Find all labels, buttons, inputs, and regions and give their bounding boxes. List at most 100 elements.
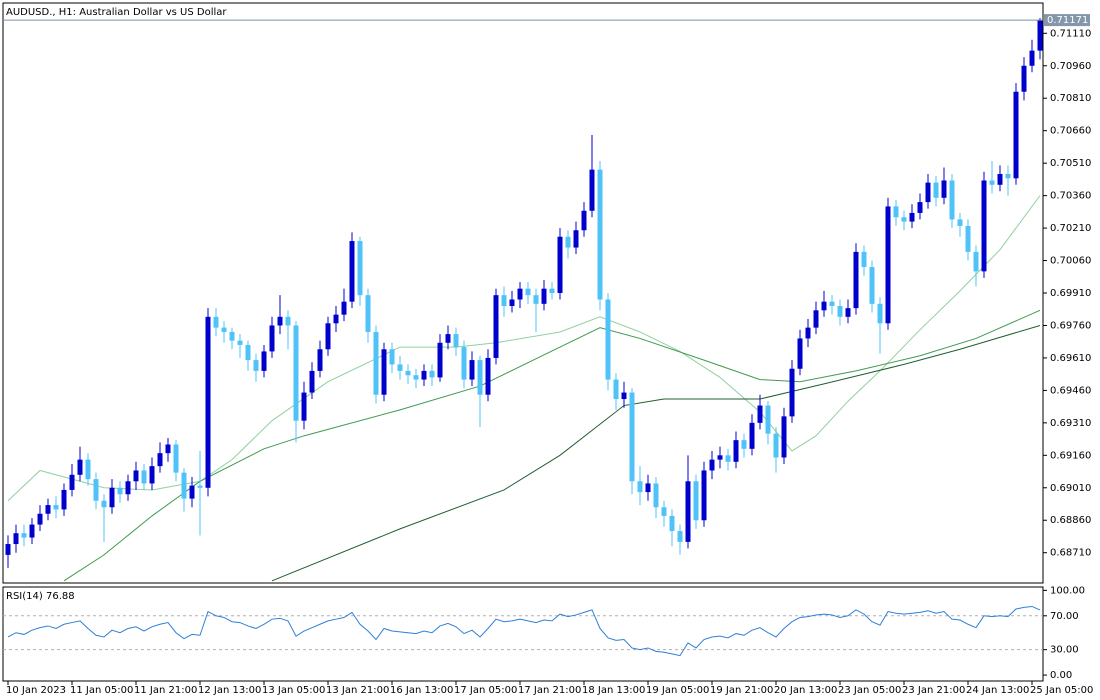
candle-body xyxy=(765,405,771,434)
x-tick-label: 25 Jan 05:00 xyxy=(1030,685,1093,696)
candle-body xyxy=(117,487,123,495)
candle-body xyxy=(341,301,347,315)
candle-body xyxy=(357,241,363,296)
candle-body xyxy=(237,340,243,345)
candle-body xyxy=(789,368,795,417)
candle-body xyxy=(429,370,435,378)
rsi-line xyxy=(7,605,1041,657)
candle-body xyxy=(837,305,843,317)
x-tick-label: 19 Jan 05:00 xyxy=(646,685,709,696)
candle-body xyxy=(637,481,643,493)
candle-body xyxy=(405,370,411,376)
candle-body xyxy=(1005,173,1011,179)
candle-body xyxy=(773,433,779,458)
candle-body xyxy=(109,487,115,508)
y-tick-label: 0.68860 xyxy=(1050,515,1091,526)
candle-body xyxy=(149,466,155,484)
y-tick-label: 0.69160 xyxy=(1050,450,1091,461)
candle-body xyxy=(949,180,955,220)
candle-body xyxy=(629,392,635,482)
candle-body xyxy=(661,507,667,516)
candle-body xyxy=(565,236,571,248)
candle-body xyxy=(933,182,939,198)
candle-body xyxy=(277,316,283,326)
candle-body xyxy=(877,303,883,324)
candle-body xyxy=(501,295,507,306)
x-tick-label: 13 Jan 05:00 xyxy=(262,685,325,696)
x-tick-label: 24 Jan 13:00 xyxy=(966,685,1029,696)
candle-body xyxy=(165,444,171,454)
candle-body xyxy=(853,251,859,309)
candle-body xyxy=(413,375,419,380)
x-tick-label: 23 Jan 05:00 xyxy=(838,685,901,696)
candle-body xyxy=(493,295,499,358)
y-tick-label: 70.00 xyxy=(1050,611,1079,622)
candle-body xyxy=(597,169,603,300)
candle-body xyxy=(781,416,787,458)
candle-body xyxy=(901,217,907,222)
candle-body xyxy=(453,334,459,348)
candle-body xyxy=(253,360,259,371)
candle-body xyxy=(573,230,579,248)
candle-body xyxy=(709,459,715,471)
candle-body xyxy=(213,316,219,328)
candle-body xyxy=(5,544,11,555)
x-tick-label: 10 Jan 2023 xyxy=(6,685,66,696)
candle-body xyxy=(725,455,731,462)
candle-body xyxy=(317,349,323,371)
candle-body xyxy=(461,347,467,380)
candle-body xyxy=(365,295,371,332)
candle-body xyxy=(757,405,763,423)
y-tick-label: 100.00 xyxy=(1050,585,1085,596)
candle-body xyxy=(1037,20,1043,51)
x-tick-label: 17 Jan 05:00 xyxy=(454,685,517,696)
candle-body xyxy=(421,370,427,380)
candle-body xyxy=(45,505,51,514)
candle-body xyxy=(445,334,451,343)
candle-body xyxy=(293,325,299,421)
candle-body xyxy=(917,202,923,213)
candle-body xyxy=(173,444,179,473)
candle-body xyxy=(21,533,27,538)
candle-body xyxy=(717,455,723,460)
candle-body xyxy=(125,481,131,495)
candle-body xyxy=(605,299,611,380)
candle-body xyxy=(469,360,475,380)
candle-body xyxy=(885,206,891,324)
candle-body xyxy=(189,485,195,499)
y-tick-label: 0.69760 xyxy=(1050,320,1091,331)
candle-body xyxy=(989,180,995,185)
y-tick-label: 0.70960 xyxy=(1050,61,1091,72)
candle-body xyxy=(333,314,339,324)
candle-body xyxy=(477,360,483,395)
candle-body xyxy=(373,331,379,395)
rsi-current: 76.88 xyxy=(46,591,75,602)
candle-body xyxy=(869,267,875,304)
candle-body xyxy=(557,236,563,293)
candle-body xyxy=(973,251,979,272)
candle-body xyxy=(957,219,963,226)
y-tick-label: 0.68710 xyxy=(1050,548,1091,559)
candle-body xyxy=(1029,50,1035,66)
y-tick-label: 0.70510 xyxy=(1050,158,1091,169)
candle-body xyxy=(581,210,587,231)
candle-body xyxy=(141,470,147,484)
candle-body xyxy=(1021,65,1027,92)
x-tick-label: 18 Jan 13:00 xyxy=(582,685,645,696)
candle-body xyxy=(509,299,515,306)
candle-body xyxy=(749,422,755,449)
candle-body xyxy=(37,513,43,525)
x-tick-label: 11 Jan 21:00 xyxy=(134,685,197,696)
candle-body xyxy=(965,225,971,252)
candle-body xyxy=(589,169,595,211)
y-tick-label: 0.69910 xyxy=(1050,288,1091,299)
candle-body xyxy=(181,472,187,499)
x-tick-label: 13 Jan 21:00 xyxy=(326,685,389,696)
candle-body xyxy=(157,453,163,467)
y-tick-label: 0.69310 xyxy=(1050,418,1091,429)
candle-body xyxy=(325,323,331,350)
candle-body xyxy=(981,180,987,272)
x-tick-label: 20 Jan 13:00 xyxy=(774,685,837,696)
candle-body xyxy=(269,325,275,352)
x-tick-label: 23 Jan 21:00 xyxy=(902,685,965,696)
